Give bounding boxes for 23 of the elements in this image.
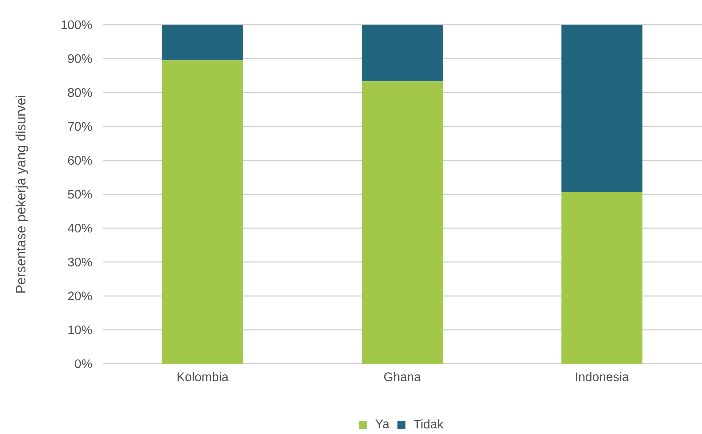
x-tick-label: Indonesia xyxy=(576,372,630,382)
y-tick-label: 50% xyxy=(68,190,92,199)
y-tick-label: 0% xyxy=(75,360,92,368)
y-tick-label: 20% xyxy=(68,292,92,301)
y-axis-title: Persentase pekerja yang disurvei xyxy=(16,96,28,293)
y-tick-label: 30% xyxy=(68,258,92,267)
bar xyxy=(162,24,244,61)
legend-label: Ya xyxy=(376,420,390,428)
x-tick-label: Ghana xyxy=(384,372,422,382)
legend-label: Tidak xyxy=(414,420,444,429)
bar xyxy=(362,82,444,364)
x-tick-label: Kolombia xyxy=(178,372,229,382)
bar xyxy=(162,60,244,364)
y-tick-label: 100% xyxy=(62,20,92,30)
bar xyxy=(562,24,643,192)
bar xyxy=(362,24,444,82)
y-tick-label: 60% xyxy=(68,156,92,166)
y-tick-label: 10% xyxy=(68,326,92,335)
y-tick-label: 90% xyxy=(68,54,92,64)
y-tick-label: 80% xyxy=(68,88,92,98)
y-tick-label: 40% xyxy=(68,224,92,233)
y-tick-label: 70% xyxy=(68,122,92,132)
bar xyxy=(562,192,643,364)
